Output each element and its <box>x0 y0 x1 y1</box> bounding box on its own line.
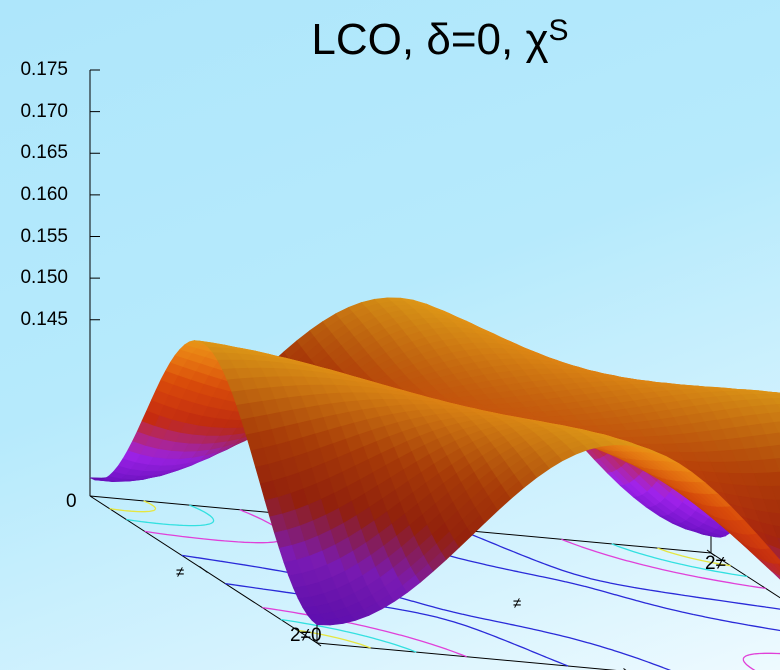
surface-patch <box>767 393 780 399</box>
surface-patch <box>770 444 780 460</box>
surface-patch <box>771 485 780 501</box>
surface-patch <box>761 458 780 474</box>
surface-patch <box>764 548 780 565</box>
surface-patch <box>763 404 780 414</box>
surface-patch <box>777 537 780 545</box>
z-tick-label: 0.175 <box>20 59 68 80</box>
surface-patch <box>772 525 780 539</box>
surface-patch <box>763 391 780 395</box>
contour-line <box>144 509 780 670</box>
base-frame <box>89 495 780 670</box>
surface-patch <box>776 403 780 409</box>
surface-patch <box>765 432 780 447</box>
x-tick-label: ≠ <box>176 564 185 581</box>
title-superscript: S <box>548 14 569 47</box>
surface-mesh <box>89 297 780 626</box>
contour-line <box>109 500 731 649</box>
surface-patch <box>763 498 780 515</box>
surface-patch <box>771 571 780 580</box>
chart-title: LCO, δ=0, χS <box>270 14 610 65</box>
surface-patch <box>766 471 780 487</box>
z-tick-label: 0.155 <box>20 225 68 247</box>
z-tick-label: 0.160 <box>20 183 68 205</box>
surface-patch <box>772 398 780 405</box>
base-tick-mark <box>312 639 322 647</box>
surface-patch <box>763 560 780 577</box>
z-tick-label: 0.170 <box>20 100 68 122</box>
contour-line <box>126 504 748 653</box>
surface-patch <box>774 457 780 473</box>
z-tick-label: 0.145 <box>20 308 68 330</box>
base-tick-mark <box>199 566 208 573</box>
z-tick-label: 0.150 <box>20 267 68 289</box>
surface-patch <box>767 562 780 576</box>
x-tick-label: 2≠0 <box>290 625 322 646</box>
title-text: LCO, δ=0, χ <box>311 15 549 64</box>
surface-patch <box>768 411 780 423</box>
surface-patch <box>773 421 780 434</box>
surface-patch <box>776 392 780 395</box>
surface-patch <box>767 512 780 527</box>
z-tick-label: 0.165 <box>20 142 68 164</box>
base-tick-mark <box>706 549 716 557</box>
y-tick-label: ≠ <box>513 595 522 612</box>
y-tick-label: 2≠ <box>705 553 726 574</box>
surface-patch <box>764 533 780 550</box>
base-z-label: 0 <box>66 491 77 512</box>
surface-patch <box>772 563 780 572</box>
